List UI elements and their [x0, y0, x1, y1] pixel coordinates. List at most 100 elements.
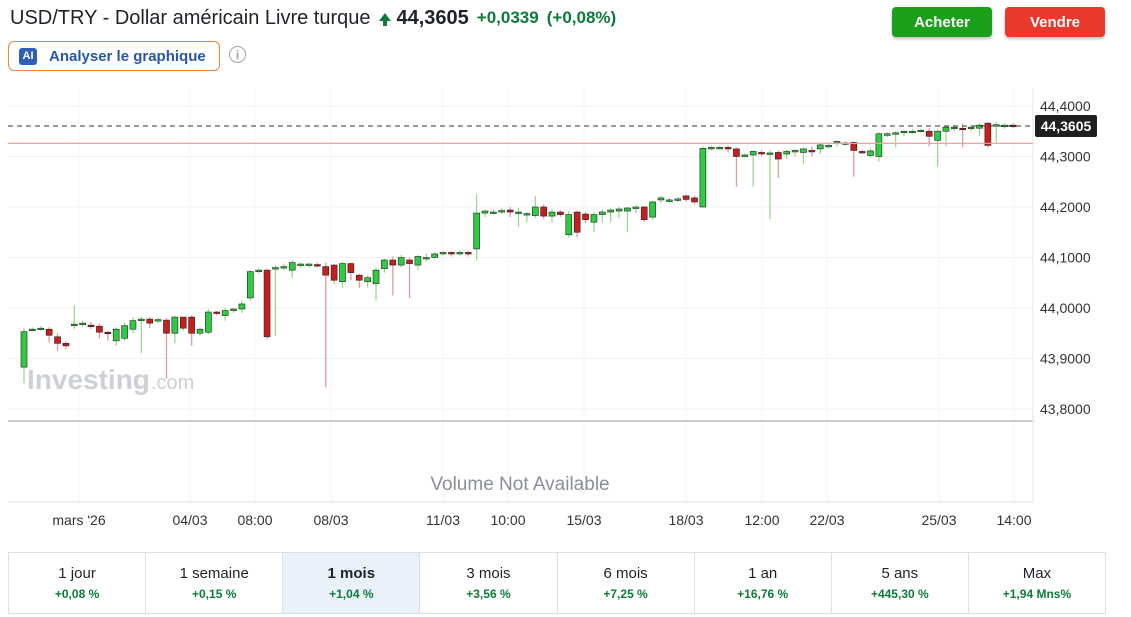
candle-body — [473, 212, 480, 250]
candle — [246, 270, 254, 301]
candle-body — [448, 252, 455, 255]
watermark-logo: Investing — [27, 364, 150, 395]
candle — [62, 341, 70, 350]
period-label: 5 ans — [881, 565, 919, 582]
candle-body — [20, 331, 28, 368]
period-1-week[interactable]: 1 semaine +0,15 % — [146, 553, 284, 613]
candle-body — [205, 311, 212, 333]
candle — [196, 327, 204, 336]
period-5-years[interactable]: 5 ans +445,30 % — [832, 553, 969, 613]
candle-body — [640, 206, 648, 220]
candle-body — [590, 214, 598, 223]
candle — [490, 209, 497, 215]
candle-body — [255, 269, 262, 272]
candle-body — [238, 303, 246, 310]
candle — [599, 209, 606, 223]
candle-body — [87, 324, 95, 327]
period-1-month[interactable]: 1 mois +1,04 % — [283, 553, 421, 613]
period-1-year[interactable]: 1 an +16,76 % — [695, 553, 832, 613]
candle-body — [246, 271, 254, 299]
x-tick-label: mars '26 — [52, 512, 105, 528]
y-tick-label: 44,1000 — [1040, 250, 1091, 266]
period-6-months[interactable]: 6 mois +7,25 % — [558, 553, 695, 613]
candle-body — [272, 267, 279, 270]
candle — [414, 254, 422, 271]
candle — [54, 333, 61, 351]
candle — [850, 141, 858, 177]
candle — [858, 149, 866, 154]
candle-body — [464, 252, 472, 255]
candle-body — [992, 124, 1000, 127]
period-3-months[interactable]: 3 mois +3,56 % — [420, 553, 558, 613]
period-label: 1 jour — [58, 565, 96, 582]
candle-body — [364, 277, 371, 283]
candle — [976, 123, 983, 137]
candle-body — [481, 210, 489, 214]
candle-body — [70, 323, 78, 326]
candle — [305, 262, 313, 268]
candle — [456, 250, 464, 256]
x-tick-label: 08:00 — [237, 512, 272, 528]
candle-body — [339, 263, 346, 283]
current-price-badge: 44,3605 — [1035, 114, 1097, 137]
period-label: 1 mois — [327, 565, 376, 582]
candle-body — [389, 259, 397, 266]
candle-body — [733, 148, 740, 157]
candle — [179, 316, 187, 331]
price-chart[interactable]: Investing .com Volume Not Available 44,4… — [0, 80, 1131, 532]
candle — [138, 317, 145, 354]
candle — [523, 212, 531, 223]
candle — [540, 204, 547, 220]
last-price: 44,3605 — [396, 6, 469, 29]
period-max[interactable]: Max +1,94 Mns% — [969, 553, 1105, 613]
candle-body — [523, 213, 531, 216]
candle-body — [825, 145, 832, 148]
candle-body — [221, 310, 229, 316]
y-tick-label: 44,3000 — [1040, 149, 1091, 165]
candle-body — [431, 253, 438, 258]
candle-body — [925, 130, 933, 137]
candle — [96, 323, 103, 339]
candle — [867, 148, 874, 158]
candle — [716, 145, 723, 150]
candle-body — [900, 130, 908, 134]
candle — [615, 207, 623, 219]
candle — [423, 253, 430, 262]
info-icon[interactable]: i — [229, 46, 246, 63]
candle — [741, 153, 749, 158]
candle-body — [548, 211, 556, 217]
candle-body — [45, 328, 53, 336]
candle-body — [624, 207, 631, 212]
price-change: +0,0339 — [476, 8, 539, 27]
candle — [900, 130, 908, 137]
candle — [699, 146, 707, 208]
sell-button[interactable]: Vendre — [1005, 7, 1105, 37]
candle-body — [565, 214, 573, 236]
candle — [70, 305, 78, 330]
analyze-chart-button[interactable]: AI Analyser le graphique — [8, 41, 220, 71]
candle — [548, 209, 556, 223]
x-tick-label: 18/03 — [668, 512, 703, 528]
candle — [624, 207, 631, 233]
candle — [29, 327, 36, 332]
candle-body — [808, 150, 816, 153]
period-change: +1,04 % — [329, 587, 374, 601]
x-tick-label: 11/03 — [426, 512, 460, 528]
candle-body — [724, 147, 732, 150]
period-1-day[interactable]: 1 jour +0,08 % — [9, 553, 147, 613]
candle — [339, 261, 346, 288]
period-change: +3,56 % — [466, 587, 511, 601]
buy-button[interactable]: Acheter — [892, 7, 992, 37]
time-axis: mars '26 04/03 08:00 08/03 11/03 10:00 15/03 18… — [52, 512, 1031, 528]
candle — [800, 147, 807, 165]
candle-body — [573, 211, 581, 233]
candle-body — [531, 206, 539, 216]
candle-body — [800, 148, 807, 153]
candle — [347, 262, 355, 281]
candle — [691, 195, 698, 205]
candle-body — [79, 322, 86, 325]
candle-body — [741, 154, 749, 157]
y-tick-label: 43,8000 — [1040, 401, 1091, 417]
y-tick-label: 44,4000 — [1040, 98, 1091, 114]
candle-body — [967, 126, 975, 130]
